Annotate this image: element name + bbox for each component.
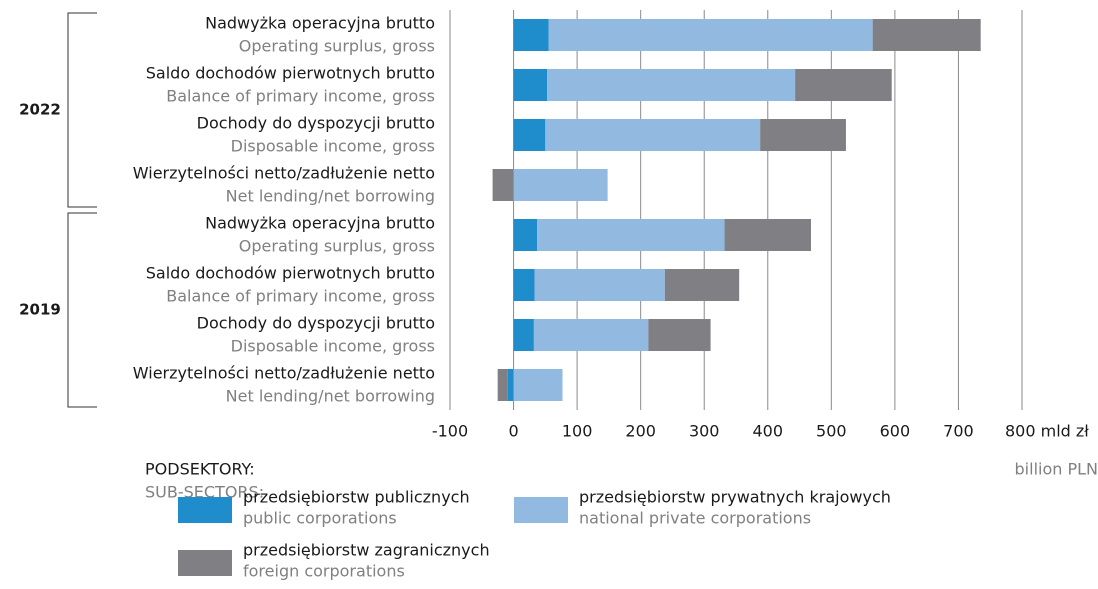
category-label: Saldo dochodów pierwotnych brutto — [146, 264, 435, 283]
bar — [513, 369, 563, 401]
legend-label-en: public corporations — [243, 509, 397, 528]
legend-label: przedsiębiorstw zagranicznych — [243, 541, 490, 560]
legend-label-en: foreign corporations — [243, 562, 405, 581]
legend-swatch — [514, 497, 568, 523]
bar — [513, 19, 549, 51]
bar — [534, 269, 665, 301]
category-label: Dochody do dyspozycji brutto — [197, 114, 435, 133]
bar — [513, 269, 535, 301]
x-unit: billion PLN — [1015, 460, 1098, 479]
group-bracket — [67, 12, 97, 208]
x-tick-label: 400 — [753, 422, 784, 441]
group-label: 2022 — [19, 101, 61, 119]
bar — [513, 169, 608, 201]
legend-label: przedsiębiorstw prywatnych krajowych — [579, 488, 891, 507]
category-label-en: Net lending/net borrowing — [226, 387, 435, 406]
bar — [533, 319, 649, 351]
legend-title-en: SUB-SECTORS: — [145, 483, 264, 502]
category-label: Nadwyżka operacyjna brutto — [205, 14, 435, 33]
category-label-en: Operating surplus, gross — [239, 37, 435, 56]
category-label-en: Balance of primary income, gross — [166, 87, 435, 106]
group-label: 2019 — [19, 301, 61, 319]
bar — [507, 369, 514, 401]
category-label: Dochody do dyspozycji brutto — [197, 314, 435, 333]
legend-label: przedsiębiorstw publicznych — [243, 488, 470, 507]
x-tick-label: 600 — [880, 422, 911, 441]
bar — [545, 119, 761, 151]
x-tick-label: 100 — [562, 422, 593, 441]
x-tick-label: 0 — [508, 422, 518, 441]
legend-label-en: national private corporations — [579, 509, 811, 528]
x-tick-label: 200 — [625, 422, 656, 441]
bar — [872, 19, 981, 51]
bar — [795, 69, 892, 101]
bar — [513, 69, 548, 101]
bar — [664, 269, 740, 301]
category-label-en: Net lending/net borrowing — [226, 187, 435, 206]
category-label: Saldo dochodów pierwotnych brutto — [146, 64, 435, 83]
x-tick-label: -100 — [432, 422, 468, 441]
bar — [547, 69, 796, 101]
legend-swatch — [178, 497, 232, 523]
legend-title: PODSEKTORY: — [145, 460, 255, 479]
category-label-en: Operating surplus, gross — [239, 237, 435, 256]
bar — [537, 219, 725, 251]
x-tick-label: 800 mld zł — [1005, 422, 1089, 441]
bar — [760, 119, 846, 151]
bar — [513, 219, 538, 251]
bar — [492, 169, 514, 201]
x-tick-label: 500 — [816, 422, 847, 441]
bar — [497, 369, 508, 401]
bar — [648, 319, 711, 351]
category-label: Nadwyżka operacyjna brutto — [205, 214, 435, 233]
bar — [513, 319, 534, 351]
bar — [548, 19, 873, 51]
group-bracket — [67, 212, 97, 408]
x-tick-label: 700 — [943, 422, 974, 441]
category-label: Wierzytelności netto/zadłużenie netto — [133, 364, 435, 383]
category-label: Wierzytelności netto/zadłużenie netto — [133, 164, 435, 183]
category-label-en: Disposable income, gross — [231, 137, 435, 156]
category-label-en: Balance of primary income, gross — [166, 287, 435, 306]
bar — [513, 119, 546, 151]
x-tick-label: 300 — [689, 422, 720, 441]
legend-swatch — [178, 550, 232, 576]
category-label-en: Disposable income, gross — [231, 337, 435, 356]
bar — [724, 219, 811, 251]
